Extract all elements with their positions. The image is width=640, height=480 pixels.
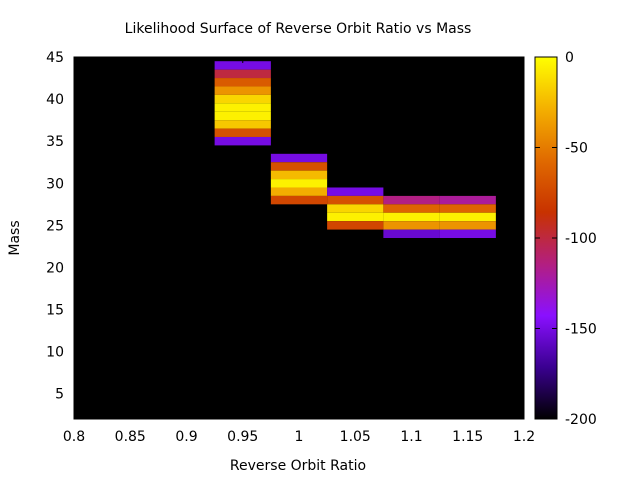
heatmap-cell: [214, 86, 271, 95]
y-tick-label: 40: [46, 92, 64, 108]
heatmap-cell: [270, 162, 328, 171]
heatmap-cell: [270, 170, 328, 180]
heatmap-cell: [214, 69, 271, 79]
heatmap-cell: [270, 179, 328, 188]
heatmap-cell: [214, 128, 271, 137]
y-tick-label: 15: [46, 303, 64, 319]
colorbar-tick-label: -50: [565, 141, 588, 157]
heatmap-cell: [327, 195, 384, 205]
heatmap-cell: [439, 229, 496, 238]
y-tick-label: 10: [46, 345, 64, 361]
x-tick-label: 0.9: [175, 429, 197, 445]
heatmap-cell: [214, 103, 271, 112]
y-axis-label: Mass: [7, 220, 23, 255]
y-tick-label: 35: [46, 134, 64, 150]
y-tick-label: 45: [46, 50, 64, 66]
x-tick-label: 1.2: [513, 429, 535, 445]
x-tick-label: 1.05: [340, 429, 371, 445]
heatmap-cell: [439, 204, 496, 213]
x-tick-label: 0.8: [63, 429, 85, 445]
x-tick-label: 1: [295, 429, 304, 445]
heatmap-cell: [439, 212, 496, 222]
heatmap-cell: [270, 195, 328, 205]
chart-title: Likelihood Surface of Reverse Orbit Rati…: [125, 21, 472, 37]
heatmap-cell: [214, 78, 271, 87]
y-tick-label: 20: [46, 260, 64, 276]
heatmap-cell: [214, 136, 271, 146]
heatmap-cell: [327, 212, 384, 222]
heatmap-cells: [214, 61, 496, 238]
heatmap-cell: [214, 111, 271, 121]
heatmap-cell: [214, 120, 271, 129]
heatmap-cell: [327, 221, 384, 230]
heatmap-cell: [214, 61, 271, 70]
heatmap-cell: [214, 94, 271, 104]
colorbar-ticks: 0 -50 -100 -150 -200: [535, 50, 597, 428]
heatmap-cell: [383, 212, 440, 222]
heatmap-cell: [327, 204, 384, 213]
x-axis-ticks: 0.8 0.85 0.9 0.95 1 1.05 1.1 1.15 1.2: [63, 57, 535, 445]
x-axis-label: Reverse Orbit Ratio: [230, 458, 366, 474]
heatmap-cell: [383, 229, 440, 238]
colorbar-tick-label: -200: [565, 412, 597, 428]
heatmap-cell: [383, 221, 440, 230]
x-tick-label: 1.15: [452, 429, 483, 445]
x-tick-label: 1.1: [400, 429, 422, 445]
heatmap-cell: [439, 221, 496, 230]
heatmap-cell: [270, 187, 328, 196]
y-tick-label: 25: [46, 218, 64, 234]
heatmap-cell: [270, 153, 328, 163]
y-tick-label: 5: [55, 387, 64, 403]
x-tick-label: 0.85: [115, 429, 146, 445]
y-axis-ticks: 5 10 15 20 25 30 35 40 45: [46, 50, 524, 403]
x-tick-label: 0.95: [227, 429, 258, 445]
colorbar-tick-label: 0: [565, 50, 574, 66]
heatmap-cell: [327, 187, 384, 196]
heatmap-cell: [383, 204, 440, 213]
colorbar-tick-label: -150: [565, 322, 597, 338]
heatmap-cell: [439, 195, 496, 205]
y-tick-label: 30: [46, 176, 64, 192]
colorbar-tick-label: -100: [565, 231, 597, 247]
heatmap-cell: [383, 195, 440, 205]
